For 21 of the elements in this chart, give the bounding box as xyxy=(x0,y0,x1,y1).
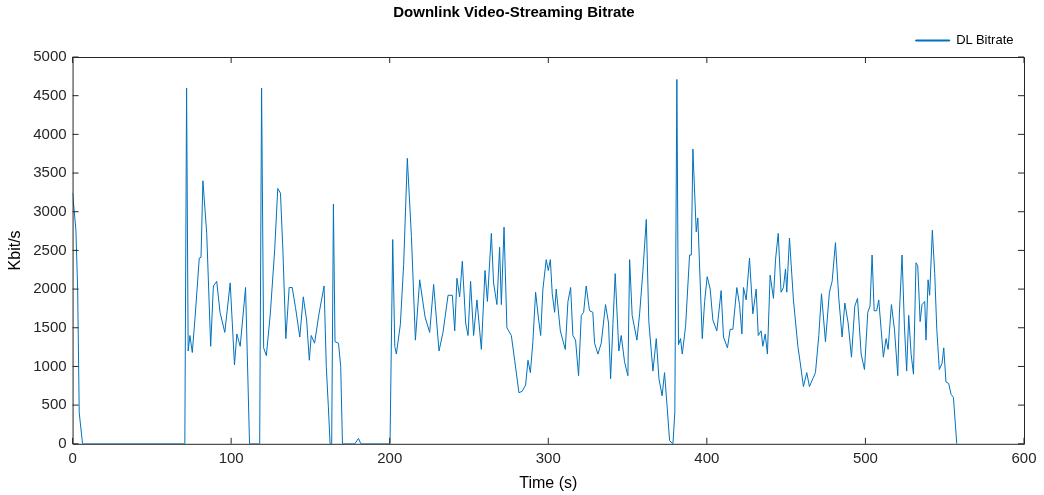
y-tick-label: 4000 xyxy=(33,124,67,142)
y-tick-label: 2000 xyxy=(33,279,67,297)
y-tick-label: 1500 xyxy=(33,317,67,335)
x-tick-label: 400 xyxy=(694,448,720,466)
x-tick-label: 600 xyxy=(1011,448,1037,466)
x-tick-label: 500 xyxy=(852,448,878,466)
y-tick-label: 3500 xyxy=(33,163,67,181)
y-tick-label: 0 xyxy=(58,433,67,451)
y-tick-label: 5000 xyxy=(33,47,67,65)
y-tick-label: 3000 xyxy=(33,201,67,219)
x-tick-label: 200 xyxy=(377,448,403,466)
y-tick-label: 500 xyxy=(41,395,67,413)
y-tick-label: 1000 xyxy=(33,356,67,374)
legend-label: DL Bitrate xyxy=(956,32,1014,48)
chart-title: Downlink Video-Streaming Bitrate xyxy=(393,3,635,21)
x-tick-label: 300 xyxy=(535,448,561,466)
x-tick-label: 100 xyxy=(218,448,244,466)
x-axis-title: Time (s) xyxy=(519,473,578,491)
y-tick-label: 4500 xyxy=(33,85,67,103)
y-axis-title: Kbit/s xyxy=(6,230,24,271)
y-tick-label: 2500 xyxy=(33,240,67,258)
